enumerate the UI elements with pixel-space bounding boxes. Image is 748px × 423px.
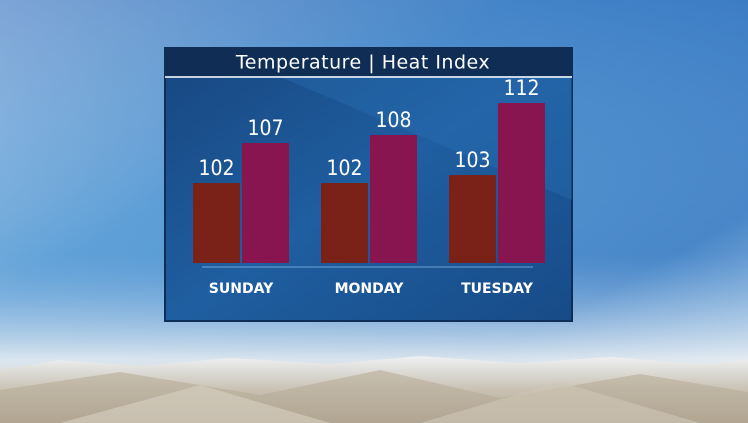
- bar: [449, 175, 496, 263]
- bar: [242, 143, 289, 263]
- title-bar: [165, 48, 572, 76]
- chart-title: Temperature | Heat Index: [235, 52, 490, 74]
- value-label: 102: [326, 156, 362, 180]
- bar: [498, 103, 545, 263]
- x-tick-label: SUNDAY: [209, 281, 274, 297]
- value-label: 103: [454, 148, 490, 172]
- bar: [370, 135, 417, 263]
- x-tick-label: MONDAY: [335, 281, 405, 297]
- bar: [321, 183, 368, 263]
- value-label: 108: [375, 108, 411, 132]
- value-label: 107: [247, 116, 283, 140]
- x-tick-label: TUESDAY: [461, 281, 534, 297]
- terrain: [0, 356, 748, 423]
- value-label: 112: [503, 76, 539, 100]
- value-label: 102: [198, 156, 234, 180]
- bar: [193, 183, 240, 263]
